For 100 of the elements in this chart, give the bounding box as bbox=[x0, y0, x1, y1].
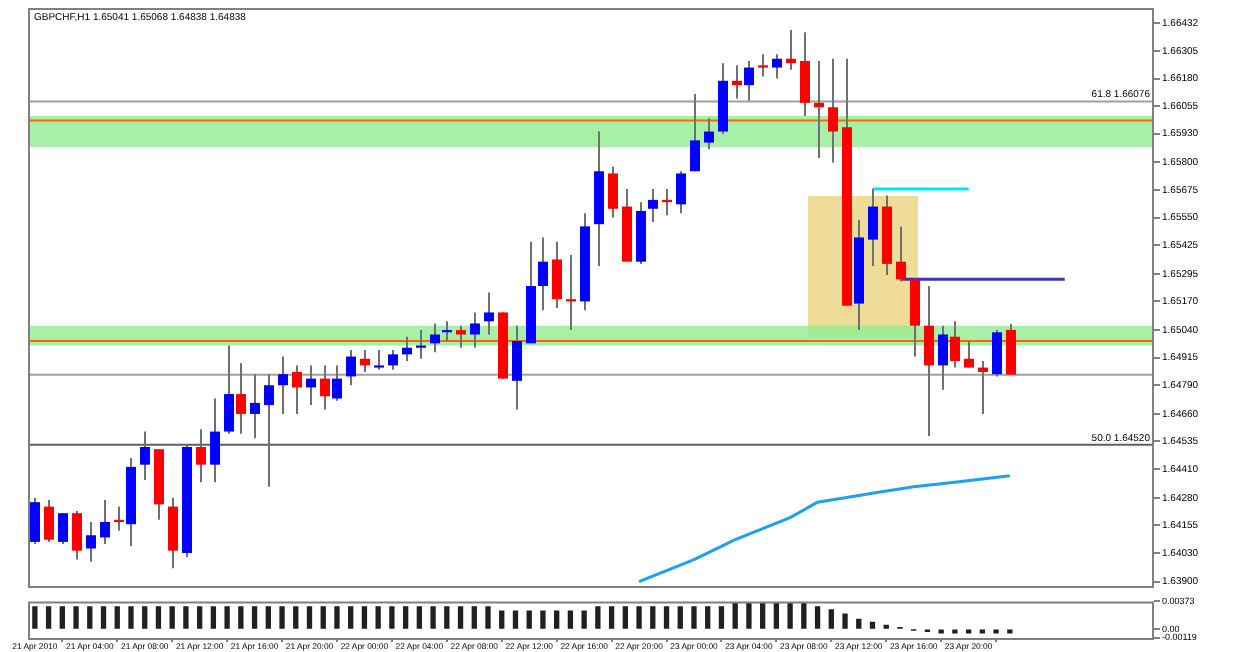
candlestick bbox=[374, 348, 384, 371]
bar bbox=[554, 610, 560, 629]
bar bbox=[361, 606, 368, 629]
candlestick bbox=[910, 278, 920, 358]
bar bbox=[732, 602, 738, 629]
bar bbox=[718, 606, 725, 629]
candlestick bbox=[676, 170, 686, 215]
candlestick bbox=[744, 59, 754, 102]
bar bbox=[210, 606, 217, 629]
bar bbox=[100, 606, 107, 629]
candlestick bbox=[758, 53, 768, 78]
bar bbox=[636, 606, 642, 629]
bar bbox=[814, 606, 821, 629]
bar bbox=[759, 602, 766, 629]
bar bbox=[334, 606, 340, 629]
candlestick bbox=[648, 187, 658, 223]
bar bbox=[45, 606, 52, 629]
bar bbox=[705, 606, 711, 629]
candlestick bbox=[210, 397, 220, 484]
candlestick bbox=[30, 496, 40, 546]
bar bbox=[32, 606, 38, 629]
bar bbox=[306, 606, 313, 629]
bar bbox=[320, 606, 326, 629]
candlestick bbox=[992, 329, 1002, 378]
bar bbox=[485, 606, 491, 629]
bar bbox=[801, 602, 807, 629]
bar bbox=[471, 606, 477, 629]
candlestick bbox=[786, 29, 796, 71]
candlestick bbox=[896, 225, 906, 283]
bar bbox=[251, 606, 258, 629]
bar bbox=[773, 602, 780, 629]
bar bbox=[499, 610, 505, 629]
bar bbox=[87, 606, 93, 629]
candlestick bbox=[402, 335, 412, 362]
bar bbox=[746, 602, 752, 629]
bar bbox=[856, 618, 862, 629]
candlestick bbox=[430, 322, 440, 354]
bar bbox=[142, 606, 148, 629]
bar bbox=[59, 606, 65, 629]
candlestick bbox=[346, 348, 356, 387]
candlestick bbox=[608, 165, 618, 219]
candlestick bbox=[320, 364, 330, 411]
candlestick bbox=[168, 496, 178, 570]
bar bbox=[540, 610, 546, 629]
candlestick bbox=[44, 498, 54, 543]
candlestick bbox=[704, 117, 714, 151]
candlestick bbox=[332, 364, 342, 402]
candlestick bbox=[924, 284, 934, 437]
bar bbox=[828, 609, 834, 629]
bar bbox=[787, 602, 793, 629]
bar bbox=[430, 606, 436, 629]
candlestick bbox=[72, 509, 82, 561]
bar bbox=[265, 606, 271, 629]
bar bbox=[348, 606, 354, 629]
candlestick bbox=[58, 512, 68, 546]
bar bbox=[128, 606, 134, 629]
candlestick bbox=[512, 324, 522, 411]
bar bbox=[224, 606, 230, 629]
bar bbox=[293, 606, 299, 629]
candlestick bbox=[552, 240, 562, 310]
bar bbox=[512, 610, 519, 629]
candlestick bbox=[938, 324, 948, 391]
bar bbox=[581, 610, 587, 629]
bar bbox=[196, 606, 203, 629]
bar bbox=[677, 606, 683, 629]
bar bbox=[279, 606, 285, 629]
bar bbox=[375, 606, 381, 629]
candlestick bbox=[306, 364, 316, 407]
bar bbox=[650, 606, 656, 629]
bar bbox=[183, 606, 189, 629]
candlestick bbox=[800, 31, 810, 118]
candlestick bbox=[828, 57, 838, 164]
candlestick bbox=[566, 254, 576, 332]
bar bbox=[622, 606, 628, 629]
candlestick bbox=[292, 364, 302, 415]
candlestick bbox=[964, 340, 974, 369]
bar bbox=[526, 610, 532, 629]
candlestick bbox=[772, 53, 782, 80]
bar bbox=[691, 606, 697, 629]
candlestick bbox=[114, 505, 124, 532]
candlestick bbox=[868, 187, 878, 268]
candlestick bbox=[690, 93, 700, 173]
candlestick bbox=[538, 236, 548, 312]
candlestick bbox=[264, 373, 274, 488]
bar bbox=[663, 606, 670, 629]
candlestick bbox=[416, 329, 426, 360]
candlestick bbox=[360, 348, 370, 374]
candlestick bbox=[484, 291, 494, 336]
bar bbox=[457, 606, 464, 629]
bar bbox=[416, 606, 423, 629]
bar bbox=[73, 606, 79, 629]
bar bbox=[389, 606, 395, 629]
bar bbox=[608, 606, 615, 629]
bar bbox=[402, 606, 409, 629]
bar bbox=[169, 606, 175, 629]
candlestick bbox=[100, 498, 110, 546]
candlestick bbox=[442, 320, 452, 343]
candlestick bbox=[978, 359, 988, 415]
bar bbox=[595, 606, 601, 629]
candlestick bbox=[224, 344, 234, 435]
